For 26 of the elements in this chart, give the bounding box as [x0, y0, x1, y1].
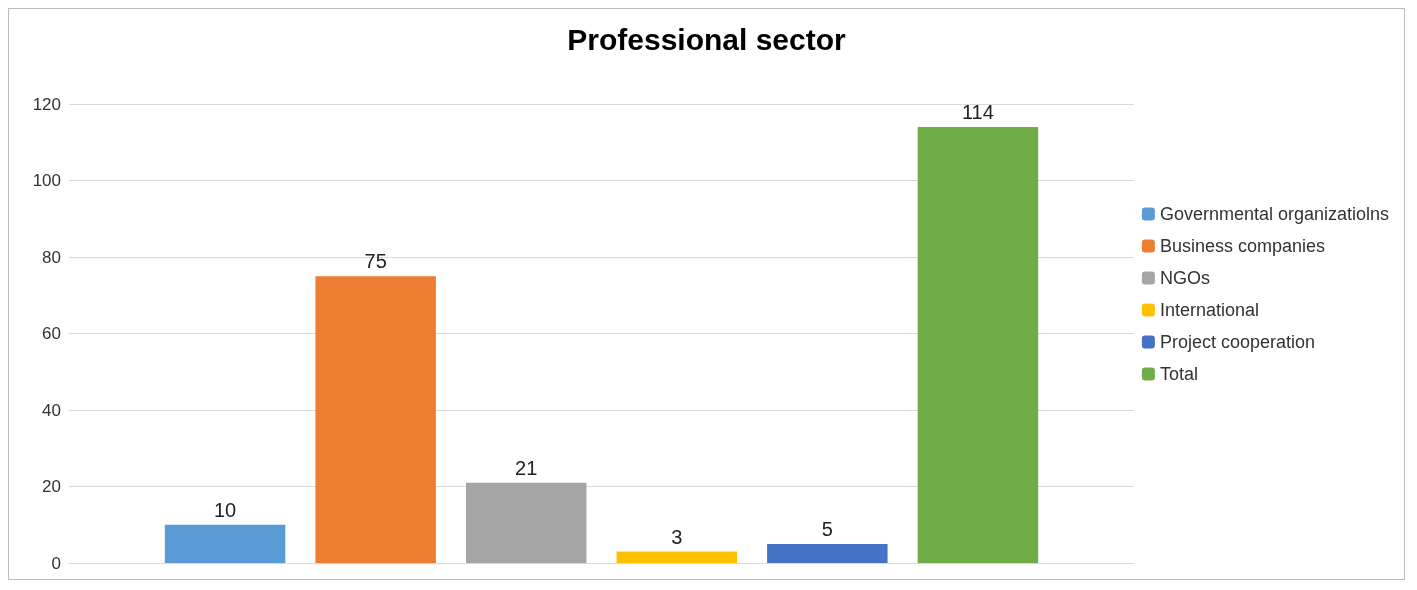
y-tick-label: 20	[42, 477, 61, 496]
bar	[616, 551, 738, 563]
y-tick-label: 40	[42, 400, 61, 420]
data-label: 5	[821, 517, 833, 540]
legend-label: Project cooperation	[1159, 332, 1315, 352]
legend-label: NGOs	[1159, 268, 1210, 288]
data-label: 10	[213, 498, 237, 521]
bar	[917, 126, 1039, 563]
data-label: 75	[364, 250, 387, 273]
bar	[315, 276, 436, 563]
chart-title: Professional sector	[567, 22, 847, 56]
data-label: 21	[515, 456, 538, 479]
y-tick-label: 80	[42, 247, 61, 267]
bar	[164, 524, 286, 563]
legend-label: Business companies	[1159, 236, 1325, 256]
data-label: 114	[961, 100, 994, 123]
y-tick-label: 60	[42, 324, 61, 343]
bar	[465, 482, 587, 563]
data-label: 3	[671, 525, 683, 548]
y-tick-label: 0	[51, 553, 61, 573]
y-tick-label: 100	[32, 171, 61, 190]
legend-label: International	[1159, 300, 1259, 320]
bar	[767, 543, 888, 563]
legend-label: Total	[1159, 364, 1198, 384]
y-tick-label: 120	[32, 94, 61, 114]
legend-label: Governmental organizatiolns	[1159, 204, 1389, 224]
